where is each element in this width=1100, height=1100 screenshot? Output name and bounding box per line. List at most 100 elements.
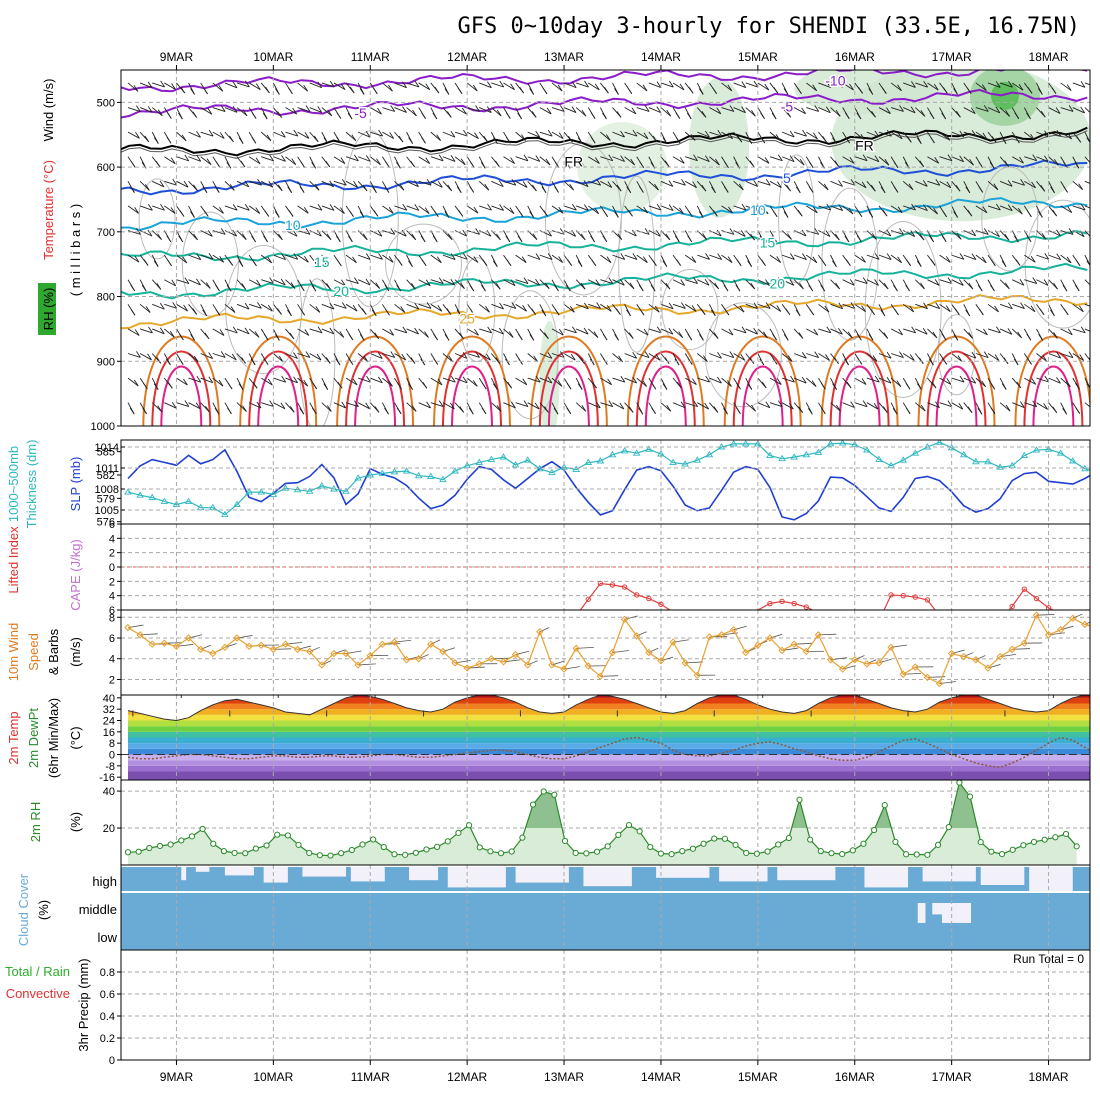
wind-barb xyxy=(1084,230,1090,237)
thickness-marker xyxy=(342,487,350,494)
rh-shade xyxy=(794,70,935,115)
wind-barb-flag xyxy=(424,331,429,338)
wind-barb xyxy=(794,254,807,260)
wind-barb xyxy=(127,205,139,214)
wind-barb-flag xyxy=(373,210,379,217)
contour-label: FR xyxy=(564,154,583,170)
wind-barb-flag xyxy=(886,229,892,237)
wind-barb xyxy=(442,131,456,138)
wind-barb-flag xyxy=(861,305,866,312)
wind-barb xyxy=(212,205,224,214)
wind-barb xyxy=(939,303,951,313)
wind-barb xyxy=(915,107,926,117)
wind-barb-flag xyxy=(741,326,747,334)
wind-barb-flag xyxy=(469,284,475,292)
wind-barb xyxy=(999,205,1013,212)
wind-barb xyxy=(285,353,298,359)
wind-barb-flag xyxy=(628,210,633,217)
isotherm-25 xyxy=(121,294,1088,330)
wind-barb-flag xyxy=(857,210,863,218)
wind-barb xyxy=(200,131,214,137)
wind-barb xyxy=(806,377,817,387)
rh-marker xyxy=(497,850,505,857)
wind-barb xyxy=(297,107,311,112)
wind-barb-flag xyxy=(178,358,184,365)
wind-barb-flag xyxy=(195,402,201,409)
rh-marker xyxy=(135,848,142,855)
wind-barb-flag xyxy=(824,305,830,313)
wind-barb-flag xyxy=(254,331,260,338)
wind-barb xyxy=(781,353,793,362)
wind-barb xyxy=(697,377,710,383)
wind-barb-flag xyxy=(739,305,745,313)
wind-barb-flag xyxy=(1075,259,1081,267)
wind-barb xyxy=(418,303,432,309)
wind-barb xyxy=(733,180,744,191)
wind-barb-flag xyxy=(1016,381,1022,389)
wind-barb-flag xyxy=(724,161,729,168)
wind-barb-flag xyxy=(266,134,272,142)
wind-barb xyxy=(769,156,783,162)
wind-barb-flag xyxy=(196,278,201,286)
wind-barb-flag xyxy=(868,88,874,95)
wind-barb-flag xyxy=(789,155,795,162)
wind-barb xyxy=(442,353,454,363)
wind-barb-flag xyxy=(776,305,782,312)
wind-barb xyxy=(842,82,854,91)
wind-barb-flag xyxy=(1091,405,1095,411)
wind-barb-flag xyxy=(450,130,456,138)
thickness-marker xyxy=(160,497,169,504)
wind-barb-flag xyxy=(993,183,999,191)
wind-barb-flag xyxy=(495,160,500,168)
wind-barb-flag xyxy=(353,154,359,162)
wind-barb-flag xyxy=(801,229,807,237)
wind-barb-flag xyxy=(523,154,529,162)
wind-barb xyxy=(236,303,250,310)
wind-barb xyxy=(236,402,247,412)
wind-barb xyxy=(333,402,346,409)
wind-barb-flag xyxy=(897,84,902,91)
slp-plot xyxy=(124,440,1090,521)
wind-barb-flag xyxy=(858,87,863,94)
wind-barb xyxy=(1084,82,1090,86)
wind-barb xyxy=(418,82,431,91)
wind-barb-flag xyxy=(531,308,537,315)
wind-barb-flag xyxy=(349,86,355,94)
wind-barb xyxy=(563,353,576,361)
wind-barb xyxy=(963,230,976,237)
temp-band xyxy=(128,737,1090,744)
contour-label: -10 xyxy=(825,73,845,89)
wind-barb xyxy=(624,377,637,384)
wind-barb xyxy=(890,230,904,235)
wind-barb-flag xyxy=(517,333,523,341)
wind-barb-flag xyxy=(232,229,238,237)
wind-barb-flag xyxy=(942,358,948,365)
wind-barb-flag xyxy=(408,383,413,390)
li-marker xyxy=(791,600,797,607)
wind-barb xyxy=(902,180,914,191)
wind-marker xyxy=(342,649,350,658)
wind-barb-flag xyxy=(401,353,407,361)
rh-marker xyxy=(274,831,281,838)
rh-marker xyxy=(434,843,441,850)
wind-barb-flag xyxy=(735,284,741,292)
wind-barb-flag xyxy=(664,160,670,168)
wind-barb-flag xyxy=(335,358,341,366)
wind-barb xyxy=(612,254,625,260)
pbl-contour xyxy=(538,350,599,426)
wind-barb-flag xyxy=(336,112,342,119)
wind-barb xyxy=(793,156,805,166)
wind-barb-flag xyxy=(341,178,347,186)
wind-barb xyxy=(418,402,431,409)
wind-barb-flag xyxy=(982,206,988,213)
wind-barb-flag xyxy=(313,135,319,143)
wind-barb xyxy=(927,82,939,91)
wind-barb xyxy=(551,131,564,140)
wind-barb xyxy=(466,328,479,336)
wind-barb xyxy=(939,156,953,162)
rh-marker xyxy=(934,841,942,848)
thickness-marker xyxy=(959,450,968,458)
wind-barb xyxy=(418,205,430,214)
wind-barb-flag xyxy=(179,210,185,217)
wind-barb xyxy=(127,377,139,387)
